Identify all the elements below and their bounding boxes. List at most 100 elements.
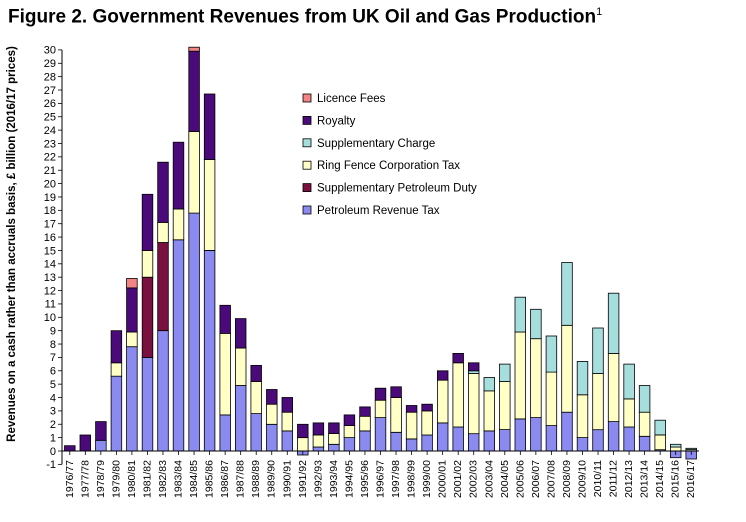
- y-tick-label: 8: [50, 339, 56, 351]
- y-tick-label: 21: [44, 165, 56, 177]
- bar-petroleum-revenue-tax-2010-11: [592, 429, 604, 452]
- bar-petroleum-revenue-tax-2000-01: [436, 422, 449, 452]
- bar-ring-fence-corporation-tax-1984-85: [188, 131, 200, 214]
- bar-petroleum-revenue-tax-1996-97: [374, 417, 387, 452]
- bar-ring-fence-corporation-tax-2008-09: [561, 324, 573, 413]
- x-tick-label: 2004/05: [499, 460, 511, 498]
- legend-swatch-supplementary-charge: [302, 138, 312, 148]
- y-tick-label: 3: [50, 406, 56, 418]
- bar-ring-fence-corporation-tax-2010-11: [592, 373, 604, 431]
- y-tick-label: -1: [46, 459, 56, 471]
- bar-ring-fence-corporation-tax-1980-81: [126, 331, 138, 348]
- bar-petroleum-revenue-tax-1992-93: [312, 446, 325, 452]
- bar-ring-fence-corporation-tax-1992-93: [312, 434, 325, 448]
- y-tick-label: 4: [50, 392, 56, 404]
- bar-petroleum-revenue-tax-2004-05: [499, 429, 511, 452]
- y-tick-label: 24: [44, 125, 56, 137]
- legend: Licence Fees Royalty Supplementary Charge R…: [302, 93, 477, 217]
- legend-swatch-supplementary-petroleum-duty: [302, 183, 312, 193]
- bar-petroleum-revenue-tax-1994-95: [343, 437, 356, 452]
- x-tick-label: 2014/15: [654, 460, 666, 498]
- bar-supplementary-charge-2009-10: [576, 360, 589, 396]
- x-tick-label: 2016/17: [685, 460, 697, 498]
- bar-ring-fence-corporation-tax-1989-90: [266, 403, 278, 425]
- x-tick-label: 1979/80: [110, 460, 122, 498]
- bar-ring-fence-corporation-tax-1998-99: [405, 411, 418, 440]
- bar-ring-fence-corporation-tax-1999-00: [421, 410, 433, 436]
- y-tick-label: 11: [45, 299, 56, 311]
- bar-ring-fence-corporation-tax-2002-03: [467, 373, 480, 435]
- bar-royalty-1986-87: [219, 304, 231, 334]
- bar-licence-fees-1984-85: [188, 46, 200, 52]
- bar-ring-fence-corporation-tax-1987-88: [234, 347, 247, 386]
- bar-petroleum-revenue-tax-2006-07: [530, 417, 542, 452]
- bar-supplementary-charge-2002-03: [467, 370, 480, 374]
- bar-royalty-1990-91: [281, 397, 294, 413]
- legend-label-ring-fence-corporation-tax: Ring Fence Corporation Tax: [317, 160, 460, 172]
- bar-supplementary-charge-2003-04: [483, 377, 496, 392]
- bar-supplementary-charge-2010-11: [592, 327, 604, 374]
- bar-ring-fence-corporation-tax-2011-12: [607, 352, 620, 422]
- bar-royalty-2002-03: [467, 362, 480, 372]
- bar-royalty-1991-92: [297, 423, 309, 439]
- y-tick-label: 22: [44, 152, 56, 164]
- bar-ring-fence-corporation-tax-1990-91: [281, 411, 294, 432]
- y-tick-label: 15: [44, 245, 56, 257]
- y-tick-label: 16: [44, 232, 56, 244]
- bar-ring-fence-corporation-tax-1996-97: [374, 399, 387, 419]
- x-tick-label: 2003/04: [483, 460, 495, 498]
- bar-royalty-1979-80: [110, 330, 123, 364]
- bar-ring-fence-corporation-tax-2009-10: [576, 394, 589, 438]
- bar-supplementary-charge-2011-12: [607, 292, 620, 354]
- x-tick-label: 1991/92: [297, 460, 309, 498]
- bar-royalty-1981-82: [141, 193, 154, 251]
- y-tick-label: 2: [50, 419, 56, 431]
- x-tick-label: 1999/00: [421, 460, 433, 498]
- y-tick-label: 6: [50, 366, 56, 378]
- bar-supplementary-charge-2013-14: [638, 385, 651, 413]
- bar-supplementary-charge-2006-07: [530, 308, 542, 340]
- bar-royalty-1977-78: [79, 434, 92, 452]
- legend-label-petroleum-revenue-tax: Petroleum Revenue Tax: [317, 205, 440, 217]
- bar-royalty-1996-97: [374, 387, 387, 401]
- x-tick-label: 2008/09: [561, 460, 573, 498]
- bar-petroleum-revenue-tax-1987-88: [234, 385, 247, 452]
- x-tick-label: 1983/84: [173, 460, 185, 498]
- bar-ring-fence-corporation-tax-1983-84: [172, 208, 185, 241]
- x-tick-label: 2002/03: [468, 460, 480, 498]
- bar-petroleum-revenue-tax-2002-03: [467, 433, 480, 452]
- bar-ring-fence-corporation-tax-2014-15: [654, 434, 666, 451]
- bar-royalty-1997-98: [390, 386, 402, 398]
- bar-royalty-1976-77: [64, 445, 76, 452]
- bar-royalty-1993-94: [328, 422, 340, 434]
- bar-supplementary-charge-2005-06: [514, 296, 527, 333]
- bar-petroleum-revenue-tax-1989-90: [266, 423, 278, 452]
- bar-petroleum-revenue-tax-1983-84: [172, 239, 185, 452]
- bar-petroleum-revenue-tax-2008-09: [561, 411, 573, 452]
- bar-ring-fence-corporation-tax-1986-87: [219, 332, 231, 416]
- bar-petroleum-revenue-tax-1998-99: [405, 438, 418, 452]
- x-tick-label: 1989/90: [266, 460, 278, 498]
- y-tick-label: 30: [44, 45, 56, 57]
- bar-petroleum-revenue-tax-1999-00: [421, 434, 433, 452]
- x-tick-label: 1977/78: [79, 460, 91, 498]
- bar-royalty-2001-02: [452, 352, 464, 364]
- y-tick-label: 13: [44, 272, 56, 284]
- bar-ring-fence-corporation-tax-2006-07: [530, 338, 542, 419]
- y-tick-label: 1: [50, 432, 56, 444]
- bar-royalty-1985-86: [203, 93, 216, 160]
- bar-licence-fees-1980-81: [126, 278, 138, 289]
- bar-petroleum-revenue-tax-2012-13: [623, 426, 635, 452]
- bar-petroleum-revenue-tax-1985-86: [203, 250, 216, 452]
- bar-ring-fence-corporation-tax-2007-08: [545, 371, 558, 427]
- bar-royalty-1983-84: [172, 141, 185, 210]
- bar-ring-fence-corporation-tax-1985-86: [203, 159, 216, 251]
- figure-footnote-mark: 1: [596, 6, 603, 18]
- bar-royalty-1989-90: [266, 389, 278, 405]
- x-tick-label: 1978/79: [95, 460, 107, 498]
- y-tick-label: 23: [44, 138, 56, 150]
- x-tick-label: 1986/87: [219, 460, 231, 498]
- x-tick-label: 2010/11: [592, 460, 604, 497]
- bar-petroleum-revenue-tax-1980-81: [126, 346, 138, 452]
- bar-royalty-1995-96: [359, 406, 371, 417]
